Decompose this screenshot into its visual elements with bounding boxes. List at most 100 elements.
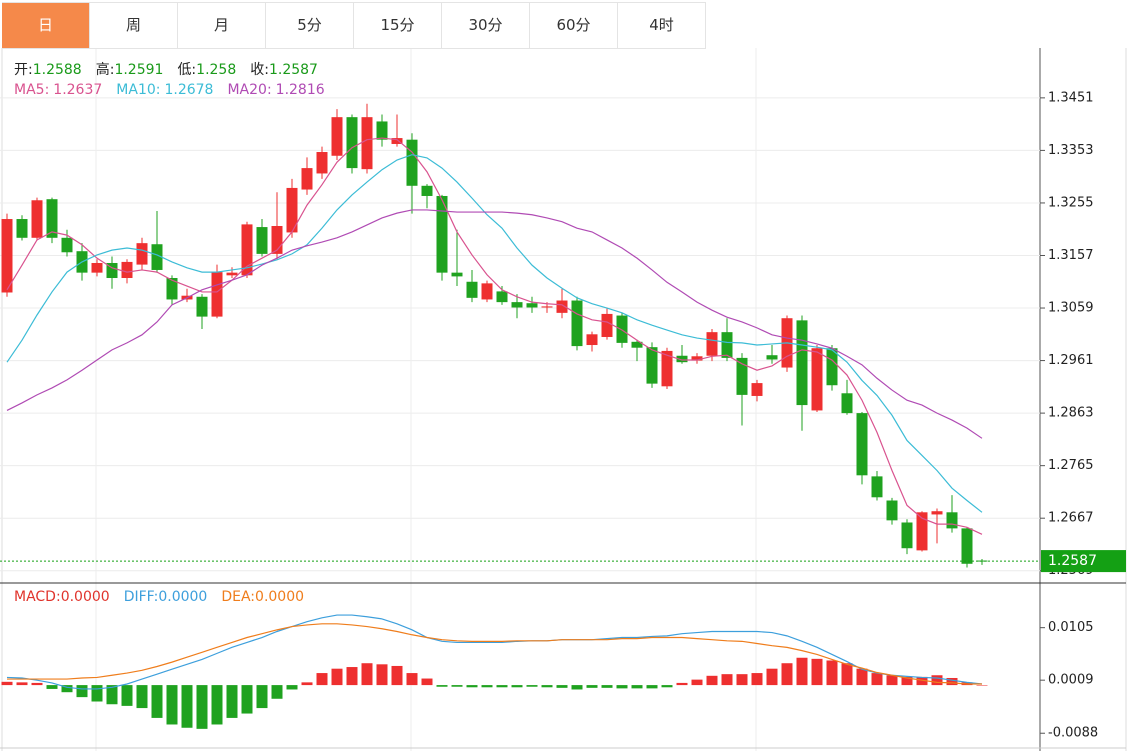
macd-bar — [61, 685, 73, 693]
candle-body — [736, 357, 748, 395]
candle-body — [511, 302, 523, 308]
legend-label: MA20: — [227, 82, 272, 98]
macd-bar — [256, 685, 268, 709]
macd-bar — [541, 685, 553, 688]
macd-bar — [271, 685, 283, 699]
period-tab[interactable]: 4时 — [618, 3, 706, 48]
period-tab[interactable]: 日 — [2, 3, 90, 48]
y-tick-label: 1.3451 — [1048, 90, 1094, 105]
macd-bar — [721, 674, 733, 686]
legend-value: 0.0000 — [158, 589, 208, 605]
macd-bar — [196, 685, 208, 729]
macd-bar — [166, 685, 178, 725]
candle-body — [301, 168, 313, 190]
y-tick-label: 1.3157 — [1048, 248, 1094, 263]
macd-bar — [946, 677, 958, 686]
legend-item: 低:1.258 — [177, 62, 236, 78]
candle-body — [211, 272, 223, 317]
macd-bar — [241, 685, 253, 714]
candle-body — [121, 261, 133, 279]
macd-bar — [181, 685, 193, 728]
macd-bar — [136, 685, 148, 709]
legend-value: 1.2678 — [164, 82, 214, 98]
candle-body — [436, 195, 448, 273]
macd-bar — [886, 675, 898, 686]
candle-body — [841, 393, 853, 414]
candle-body — [601, 313, 613, 337]
diff-line — [6, 614, 983, 690]
macd-bar — [796, 657, 808, 686]
candle-body — [451, 272, 463, 277]
candle-body — [16, 219, 28, 238]
candle-body — [151, 244, 163, 270]
y-tick-label: 1.3059 — [1048, 301, 1094, 316]
macd-bar — [121, 685, 133, 706]
macd-bar — [871, 673, 883, 686]
ma-line — [6, 209, 983, 439]
macd-bar — [1, 681, 13, 686]
macd-bar — [706, 675, 718, 686]
macd-bar — [301, 682, 313, 686]
macd-bar — [76, 685, 88, 698]
candle-body — [571, 300, 583, 347]
candle-body — [886, 500, 898, 521]
period-tab[interactable]: 60分 — [530, 3, 618, 48]
y-tick-label: 1.2765 — [1048, 458, 1094, 473]
macd-bar — [676, 682, 688, 686]
legend-value: 1.2637 — [53, 82, 103, 98]
candle-body — [931, 511, 943, 515]
candle-body — [481, 283, 493, 300]
period-tab[interactable]: 15分 — [354, 3, 442, 48]
period-tab[interactable]: 月 — [178, 3, 266, 48]
candle-body — [496, 291, 508, 303]
macd-bar — [106, 685, 118, 705]
y-tick-label: -0.0088 — [1048, 726, 1098, 741]
macd-bar — [856, 668, 868, 686]
candle-body — [541, 306, 553, 308]
candle-body — [316, 152, 328, 174]
y-tick-label: 1.2961 — [1048, 353, 1094, 368]
y-tick-label: 1.3255 — [1048, 195, 1094, 210]
macd-bar — [586, 685, 598, 688]
macd-bar — [526, 685, 538, 687]
candle-body — [556, 300, 568, 313]
ma-legend: MA5: 1.2637 MA10: 1.2678 MA20: 1.2816 — [14, 82, 339, 98]
candle-body — [391, 138, 403, 144]
macd-bar — [91, 685, 103, 702]
candle-body — [721, 332, 733, 358]
macd-bar — [781, 663, 793, 686]
legend-item: 开:1.2588 — [14, 62, 82, 78]
macd-bar — [616, 685, 628, 689]
candle-body — [766, 355, 778, 360]
legend-label: MA10: — [116, 82, 161, 98]
candle-body — [796, 320, 808, 406]
ma-line — [6, 137, 983, 535]
candle-body — [706, 332, 718, 356]
legend-item: 收:1.2587 — [250, 62, 318, 78]
macd-bar — [451, 685, 463, 687]
legend-label: DIFF: — [123, 589, 159, 605]
candle-body — [661, 350, 673, 387]
candle-body — [346, 117, 358, 169]
candle-body — [946, 512, 958, 529]
last-price-box — [1041, 550, 1126, 573]
macd-bar — [901, 676, 913, 686]
ma-line — [6, 154, 983, 513]
legend-item: 高:1.2591 — [96, 62, 164, 78]
macd-bar — [151, 685, 163, 718]
period-tab[interactable]: 周 — [90, 3, 178, 48]
candle-body — [256, 227, 268, 254]
macd-legend: MACD:0.0000 DIFF:0.0000 DEA:0.0000 — [14, 589, 318, 605]
legend-item: DEA:0.0000 — [221, 589, 304, 605]
y-tick-label: 0.0105 — [1048, 620, 1094, 635]
candle-body — [406, 139, 418, 186]
legend-label: 开: — [14, 62, 33, 78]
candle-body — [871, 476, 883, 498]
candle-body — [691, 356, 703, 361]
period-tab[interactable]: 30分 — [442, 3, 530, 48]
macd-bar — [436, 685, 448, 687]
period-tab[interactable]: 5分 — [266, 3, 354, 48]
candle-body — [31, 200, 43, 238]
macd-bar — [496, 685, 508, 688]
y-tick-label: 1.2863 — [1048, 406, 1094, 421]
